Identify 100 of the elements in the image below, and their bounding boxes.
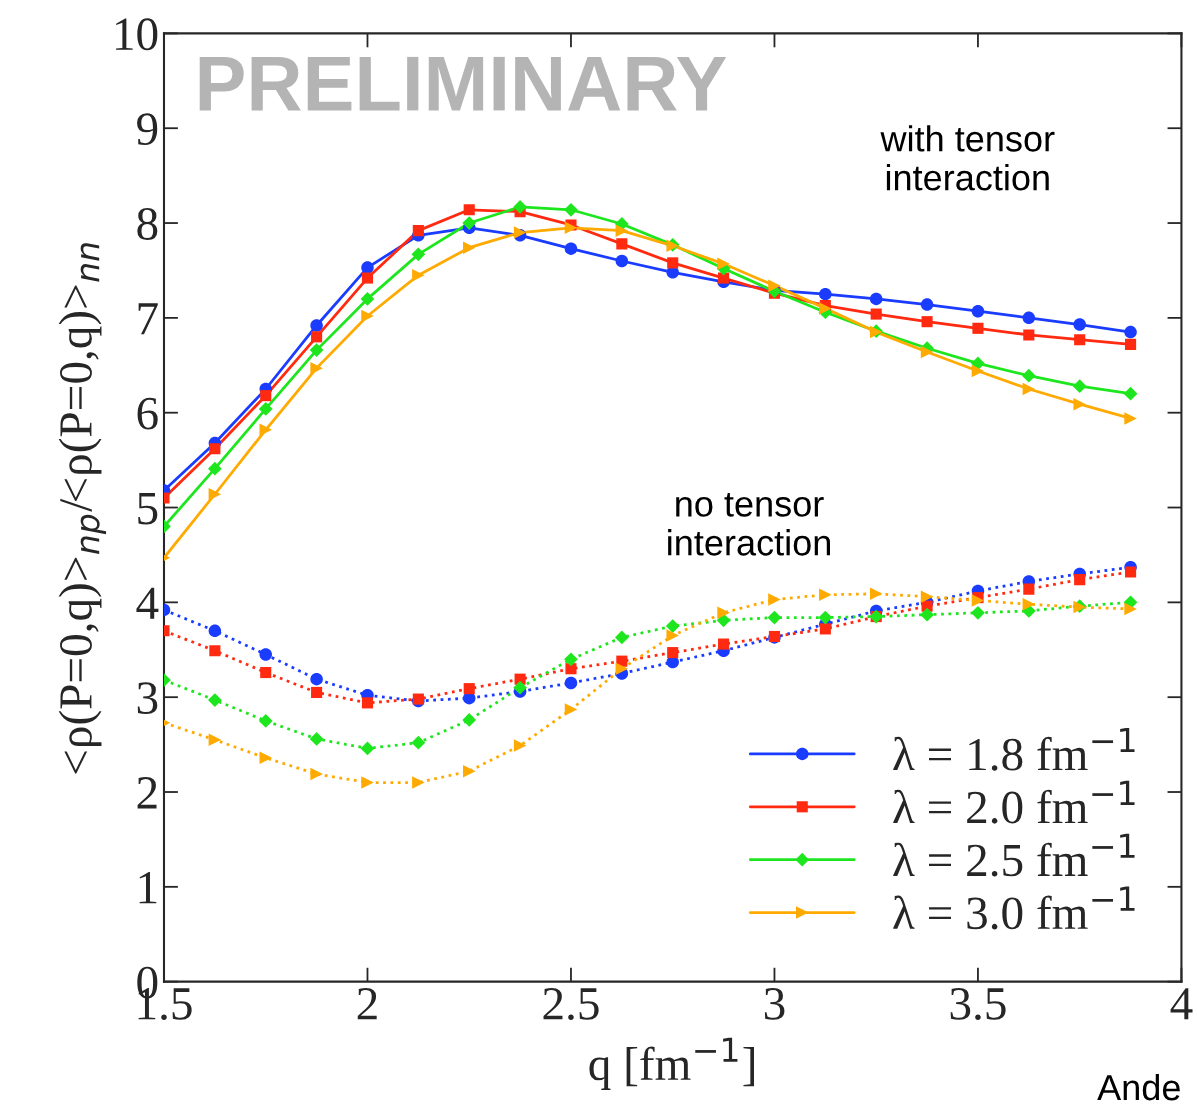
point <box>921 316 933 328</box>
point <box>1022 311 1036 325</box>
point <box>666 629 679 642</box>
point <box>310 361 323 375</box>
point <box>462 241 476 254</box>
y-tick-label: 8 <box>137 208 158 240</box>
y-tick-label: 3 <box>137 682 158 715</box>
point <box>615 254 629 268</box>
legend-label: λ = 1.8 fm$^{−1}$ <box>893 727 1135 771</box>
point <box>1074 574 1086 586</box>
point <box>1022 382 1036 396</box>
point <box>615 224 629 237</box>
x-tick-label: 4 <box>1170 988 1193 1020</box>
point <box>1125 338 1137 350</box>
point <box>208 488 222 501</box>
point <box>1022 598 1036 611</box>
x-tick-label: 2 <box>357 988 377 1020</box>
point <box>869 292 883 306</box>
point <box>207 693 222 707</box>
point <box>564 221 578 235</box>
point <box>920 590 934 603</box>
point <box>564 703 578 716</box>
point <box>665 619 680 633</box>
point <box>1072 379 1087 394</box>
point <box>310 767 323 781</box>
point <box>462 216 477 230</box>
point <box>309 343 324 357</box>
x-tick-label: 3.5 <box>950 988 1006 1020</box>
text: Ande <box>1097 1073 1180 1101</box>
annotation: with tensor interaction <box>880 125 1055 191</box>
point <box>513 739 527 752</box>
y-tick-label: 7 <box>138 303 158 335</box>
point <box>209 443 221 455</box>
point <box>667 257 679 269</box>
legend-label: λ = 2.5 fm$^{−1}$ <box>893 833 1135 877</box>
point <box>207 461 222 476</box>
point <box>1124 325 1137 339</box>
point <box>972 322 984 334</box>
point <box>971 605 985 620</box>
point <box>259 423 272 437</box>
point <box>412 776 425 789</box>
point <box>360 292 375 306</box>
point <box>819 588 832 602</box>
point <box>260 390 272 402</box>
point <box>819 287 832 301</box>
point <box>819 623 831 635</box>
point <box>869 587 883 601</box>
point <box>361 776 374 789</box>
point <box>208 624 222 638</box>
y-axis-title: <ρ(P=0,q)>$_{np}$/<ρ(P=0,q)>$_{nn}$ <box>58 243 107 774</box>
point <box>564 652 578 667</box>
point <box>870 308 882 320</box>
annotation: PRELIMINARY <box>199 56 727 111</box>
point <box>564 676 578 690</box>
point <box>412 268 425 282</box>
y-tick-label: 9 <box>137 113 158 146</box>
point <box>717 606 730 620</box>
y-tick-label: 4 <box>136 587 159 619</box>
point <box>258 402 273 416</box>
point <box>1124 412 1137 425</box>
y-tick-label: 6 <box>137 397 158 430</box>
point <box>565 663 577 675</box>
point <box>462 713 477 727</box>
point <box>259 751 272 765</box>
point <box>310 319 323 332</box>
point <box>310 672 323 686</box>
point <box>259 648 272 661</box>
point <box>564 242 578 255</box>
point <box>920 298 934 311</box>
point <box>717 257 730 271</box>
point <box>616 238 628 250</box>
point <box>768 279 781 292</box>
point <box>614 630 629 645</box>
point <box>1021 368 1036 383</box>
point <box>1023 329 1035 341</box>
point <box>818 610 833 625</box>
y-tick-label: 5 <box>138 492 158 525</box>
point <box>667 647 679 659</box>
x-tick-label: 2.5 <box>543 988 599 1020</box>
y-tick-label: 2 <box>137 777 157 809</box>
legend-label: λ = 3.0 fm$^{−1}$ <box>893 886 1135 930</box>
point <box>411 247 426 262</box>
point <box>615 662 629 675</box>
point <box>971 304 985 318</box>
point <box>971 364 985 378</box>
legend-label: λ = 2.0 fm$^{−1}$ <box>893 780 1135 824</box>
point <box>412 225 424 237</box>
point <box>1074 334 1086 346</box>
point <box>463 683 475 695</box>
point <box>209 645 221 657</box>
point <box>513 680 527 695</box>
point <box>1023 583 1035 595</box>
point <box>971 356 985 371</box>
point <box>361 272 374 284</box>
point <box>361 309 374 323</box>
point <box>361 697 374 709</box>
point <box>920 345 934 359</box>
point <box>718 638 730 650</box>
point <box>564 202 578 217</box>
point <box>411 735 426 750</box>
